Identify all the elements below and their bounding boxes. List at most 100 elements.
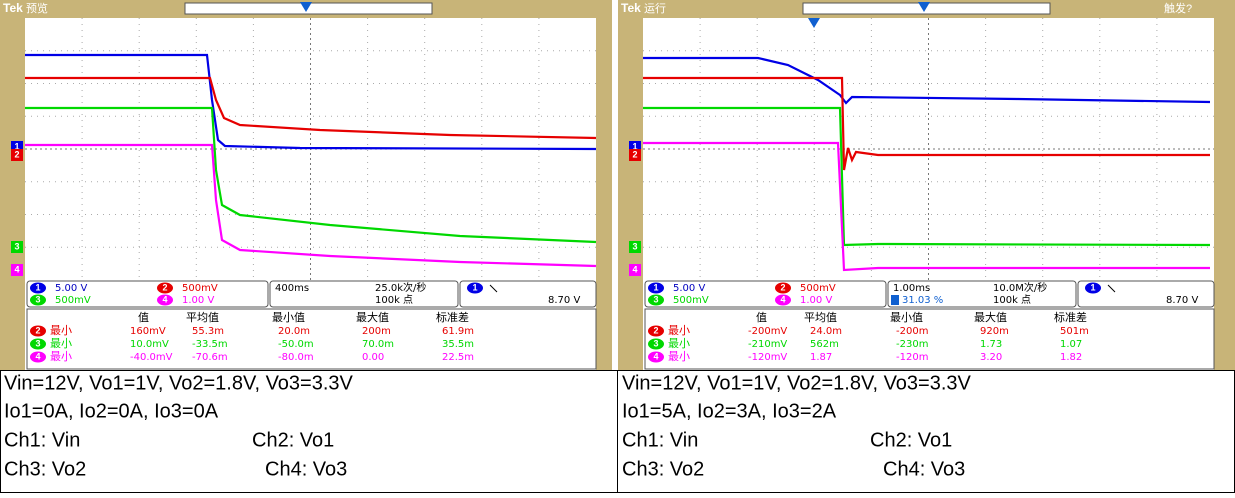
measurement-header: 标准差 [1054,310,1087,324]
caption-channel: Ch1: Vin [622,429,698,451]
measurement-value: 1.73 [980,339,1002,350]
measurement-value: 70.0m [362,339,394,350]
channel-badge-label: 3 [653,338,658,348]
measurement-value: -40.0mV [130,352,173,363]
trigger-level: 8.70 V [548,295,580,306]
channel-badge-label: 4 [162,294,167,304]
channel-badge-label: 3 [35,338,40,348]
measurement-header: 标准差 [436,310,469,324]
channel-badge-label: 1 [35,282,40,292]
measurement-header: 值 [138,311,149,324]
measurement-label: 最小 [668,324,690,337]
measurement-label: 最小 [50,337,72,350]
measurement-value: 3.20 [980,352,1002,363]
caption-line: Vin=12V, Vo1=1V, Vo2=1.8V, Vo3=3.3V [4,372,354,394]
record-length: 100k 点 [375,294,413,306]
measurement-label: 最小 [668,337,690,350]
caption-channel: Ch4: Vo3 [883,458,965,480]
measurement-value: 22.5m [442,352,474,363]
measurement-value: -50.0m [278,339,314,350]
measurement-label: 最小 [668,350,690,363]
channel-scale: 500mV [182,283,218,294]
measurement-value: -230m [896,339,928,350]
timebase: 400ms [275,283,309,294]
measurement-value: -200mV [748,326,787,337]
measurement-value: 160mV [130,326,166,337]
record-length: 100k 点 [993,294,1031,306]
measurement-value: 35.5m [442,339,474,350]
channel-scale: 500mV [673,295,709,306]
status: 预览 [26,1,48,15]
channel-badge-label: 2 [162,282,167,292]
brand: Tek [621,1,641,15]
measurement-value: -200m [896,326,928,337]
measurement-value: -70.6m [192,352,228,363]
measurement-header: 最大值 [356,310,389,324]
channel-marker-label: 2 [632,149,637,159]
page: Tek预览123415.00 V2500mV3500mV41.00 V400ms… [0,0,1235,498]
measurement-label: 最小 [50,350,72,363]
caption-channel: Ch4: Vo3 [265,458,347,480]
measurement-value: 1.87 [810,352,832,363]
trigger-level: 8.70 V [1166,295,1198,306]
measurement-value: -120mV [748,352,787,363]
channel-badge-label: 1 [472,282,477,292]
channel-badge-label: 1 [653,282,658,292]
sample-rate: 10.0M次/秒 [993,281,1047,294]
channel-scale: 5.00 V [673,283,705,294]
channel-scale: 500mV [800,283,836,294]
measurement-value: 10.0mV [130,339,169,350]
measurement-box [645,309,1214,369]
measurement-value: 55.3m [192,326,224,337]
measurement-header: 最小值 [890,311,923,324]
sample-rate: 25.0k次/秒 [375,281,426,294]
caption-channel: Ch1: Vin [4,429,80,451]
trigger-status: 触发? [1164,1,1192,15]
measurement-value: 501m [1060,326,1089,337]
measurement-value: 0.00 [362,352,384,363]
channel-badge-label: 4 [35,351,40,361]
measurement-value: -210mV [748,339,787,350]
measurement-label: 最小 [50,324,72,337]
channel-badge-label: 1 [1090,282,1095,292]
measurement-header: 平均值 [804,311,837,324]
channel-scale: 500mV [55,295,91,306]
caption-channel: Ch2: Vo1 [870,429,952,451]
measurement-value: 20.0m [278,326,310,337]
channel-scale: 1.00 V [182,295,214,306]
channel-scale: 1.00 V [800,295,832,306]
measurement-header: 最小值 [272,311,305,324]
cursor-position: 31.03 % [902,295,943,306]
channel-badge-label: 4 [653,351,658,361]
brand: Tek [3,1,23,15]
timebase: 1.00ms [893,283,930,294]
channel-scale: 5.00 V [55,283,87,294]
channel-badge-label: 2 [780,282,785,292]
measurement-value: 1.07 [1060,339,1082,350]
measurement-value: 24.0m [810,326,842,337]
channel-marker-label: 3 [14,241,19,251]
measurement-value: -80.0m [278,352,314,363]
channel-badge-label: 4 [780,294,785,304]
measurement-value: 562m [810,339,839,350]
scope-panel: Tek预览 1 2 3 4 1 5.00 V 2 500mV 3 500mV 4 1.00 V 400ms… [0,0,612,370]
caption-channel: Ch2: Vo1 [252,429,334,451]
status: 运行 [644,2,666,15]
caption-line: Vin=12V, Vo1=1V, Vo2=1.8V, Vo3=3.3V [622,372,972,394]
measurement-header: 平均值 [186,311,219,324]
channel-badge-label: 2 [653,325,658,335]
cursor-icon [891,295,899,305]
caption-line: Io1=5A, Io2=3A, Io3=2A [622,400,837,422]
caption-line: Io1=0A, Io2=0A, Io3=0A [4,400,219,422]
channel-badge-label: 3 [35,294,40,304]
channel-marker-label: 3 [632,241,637,251]
measurement-value: 61.9m [442,326,474,337]
measurement-value: -120m [896,352,928,363]
measurement-header: 最大值 [974,310,1007,324]
channel-badge-label: 3 [653,294,658,304]
channel-badge-label: 2 [35,325,40,335]
caption-channel: Ch3: Vo2 [622,458,704,480]
caption-channel: Ch3: Vo2 [4,458,86,480]
measurement-value: 920m [980,326,1009,337]
measurement-header: 值 [756,311,767,324]
